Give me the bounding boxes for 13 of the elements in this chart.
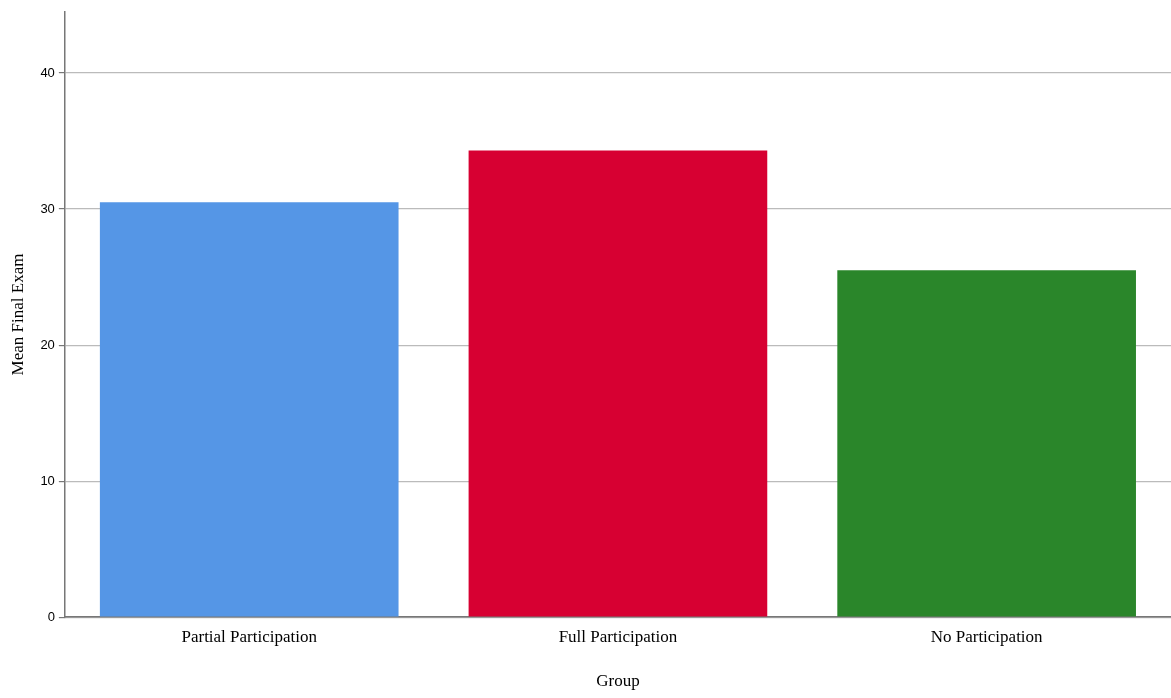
y-tick-label: 30 — [40, 200, 55, 216]
bar — [468, 150, 768, 617]
bar — [837, 270, 1136, 617]
x-tick-label: No Participation — [930, 626, 1044, 646]
y-tick-label: 0 — [47, 608, 55, 624]
y-tick-label: 40 — [40, 64, 55, 80]
y-tick-label: 10 — [40, 472, 55, 488]
y-tick-label: 20 — [40, 336, 55, 352]
x-tick-label: Full Participation — [558, 626, 678, 646]
bar — [99, 202, 399, 617]
y-axis-title: Mean Final Exam — [7, 253, 27, 376]
x-axis-title: Group — [596, 671, 640, 691]
x-tick-label: Partial Participation — [181, 626, 318, 646]
